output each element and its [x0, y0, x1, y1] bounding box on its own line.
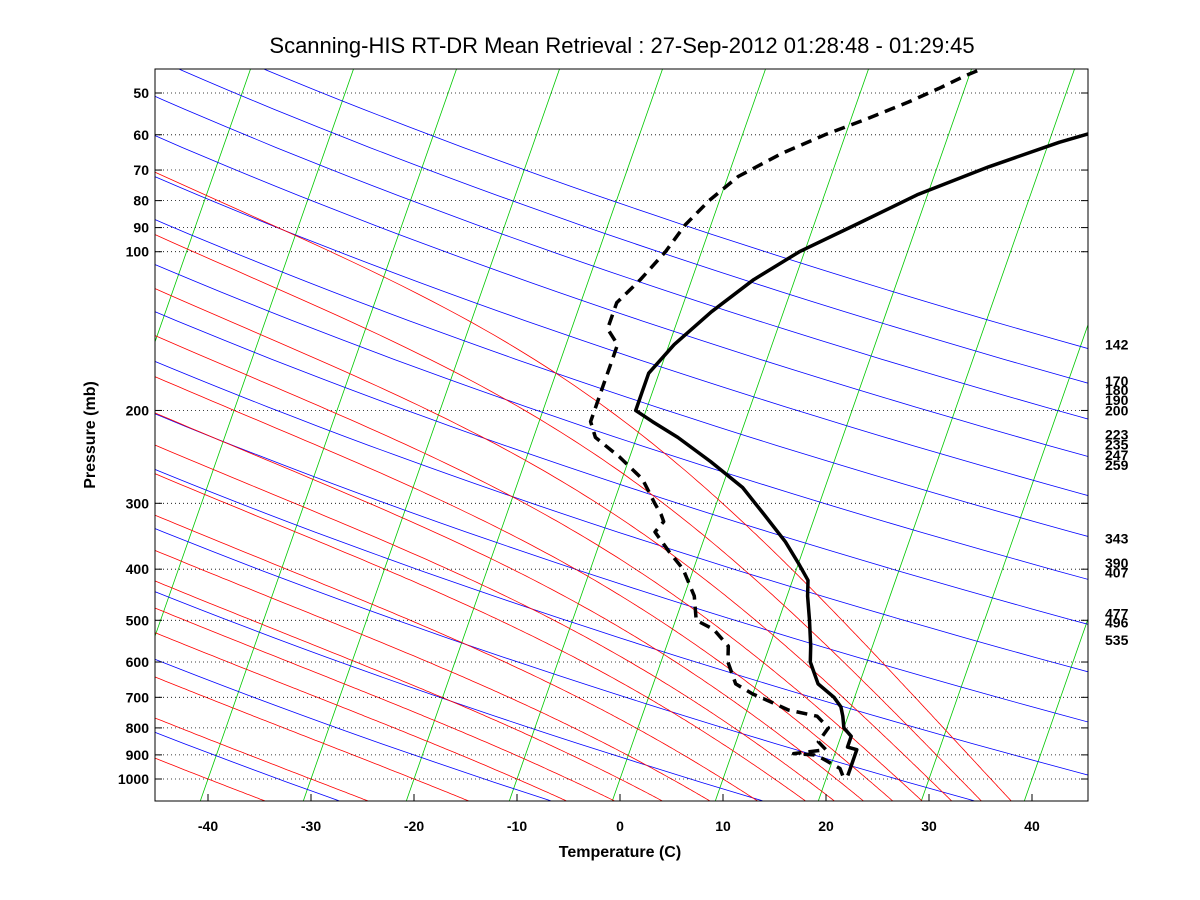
isotherm-14: [611, 69, 869, 801]
dry-adiabat-11: [155, 176, 1088, 496]
dry-adiabat-15: [262, 69, 1088, 350]
moist-adiabat-2: [155, 676, 470, 801]
x-axis-ticks: -40 -30 -20 -10 0 10 20 30 40: [198, 794, 1040, 834]
right-level-label-535: 535: [1105, 632, 1129, 648]
x-tick-label-40: 40: [1024, 818, 1040, 834]
x-tick-label-30: 30: [921, 818, 937, 834]
x-tick-label--40: -40: [198, 818, 218, 834]
moist-adiabat-4: [155, 607, 616, 801]
y-axis-ticks: 50 60 70 80 90 100 200 300 400 500 600 700 800 900 100…: [118, 85, 1088, 787]
moist-adiabat-12: [155, 335, 923, 801]
right-level-label-223: 223: [1105, 426, 1129, 442]
y-tick-label-60: 60: [133, 127, 149, 143]
temperature-line: [633, 132, 1088, 777]
dry-adiabat-7: [155, 361, 1088, 673]
dry-adiabat-4: [155, 528, 977, 801]
y-tick-label-300: 300: [126, 495, 150, 511]
dry-adiabat-10: [155, 219, 1088, 537]
y-tick-label-500: 500: [126, 612, 150, 628]
y-tick-label-900: 900: [126, 747, 150, 763]
dry-adiabat-14: [177, 69, 1088, 384]
isotherm-10: [199, 69, 457, 801]
dry-adiabat-3: [155, 591, 765, 801]
plot-frame: [154, 68, 1089, 802]
y-axis-label: Pressure (mb): [82, 381, 99, 489]
dry-adiabat-9: [155, 264, 1088, 580]
x-tick-label-20: 20: [818, 818, 834, 834]
right-level-label-259: 259: [1105, 457, 1129, 473]
y-tick-label-80: 80: [133, 193, 149, 209]
y-tick-label-200: 200: [126, 402, 150, 418]
x-tick-label--30: -30: [301, 818, 321, 834]
right-level-label-190: 190: [1105, 392, 1129, 408]
isotherm-15: [714, 69, 972, 801]
moist-adiabat-11: [155, 376, 894, 801]
y-tick-label-90: 90: [133, 220, 149, 236]
right-level-label-477: 477: [1105, 605, 1129, 621]
y-tick-label-70: 70: [133, 162, 149, 178]
moist-adiabat-3: [155, 632, 568, 801]
right-level-label-180: 180: [1105, 382, 1129, 398]
y-tick-label-600: 600: [126, 654, 150, 670]
dry-adiabat-6: [155, 413, 1088, 723]
moist-adiabat-9: [155, 444, 836, 801]
y-tick-label-400: 400: [126, 561, 150, 577]
dry-adiabat-2: [155, 658, 553, 801]
y-tick-label-800: 800: [126, 720, 150, 736]
moist-adiabat-5: [155, 580, 664, 801]
plot-area: [154, 68, 1089, 802]
x-tick-label-10: 10: [715, 818, 731, 834]
x-tick-label--20: -20: [404, 818, 424, 834]
y-tick-label-1000: 1000: [118, 771, 149, 787]
x-axis-label: Temperature (C): [559, 844, 681, 861]
right-level-label-200: 200: [1105, 403, 1129, 419]
right-level-label-407: 407: [1105, 565, 1129, 581]
isotherm-18: [1023, 617, 1088, 801]
moist-adiabat-15: [155, 171, 1012, 801]
right-level-label-247: 247: [1105, 447, 1129, 463]
x-tick-label--10: -10: [507, 818, 527, 834]
dewpoint-line: [588, 69, 983, 777]
y-tick-label-100: 100: [126, 244, 150, 260]
isotherm-17: [920, 323, 1088, 801]
right-level-label-496: 496: [1105, 615, 1129, 631]
right-level-label-390: 390: [1105, 555, 1129, 571]
moist-adiabat-10: [155, 412, 865, 801]
dry-adiabat-12: [155, 135, 1088, 457]
right-level-label-343: 343: [1105, 531, 1129, 547]
moist-adiabat-1: [155, 717, 370, 801]
x-tick-label-0: 0: [616, 818, 624, 834]
background-lines: [155, 69, 1088, 801]
isotherm-13: [508, 69, 766, 801]
moist-adiabat-13: [155, 288, 953, 801]
moist-adiabat-0: [155, 757, 267, 801]
right-level-label-170: 170: [1105, 373, 1129, 389]
dry-adiabat-13: [155, 95, 1088, 420]
moist-adiabat-7: [155, 514, 759, 801]
dry-adiabat-8: [155, 311, 1088, 625]
moist-adiabat-14: [155, 234, 983, 801]
moist-adiabat-8: [155, 473, 807, 801]
y-tick-label-50: 50: [133, 85, 149, 101]
y-tick-label-700: 700: [126, 689, 150, 705]
sounding-series: [588, 69, 1088, 777]
chart-title: Scanning-HIS RT-DR Mean Retrieval : 27-S…: [269, 33, 974, 58]
right-level-label-142: 142: [1105, 337, 1129, 353]
right-level-label-235: 235: [1105, 436, 1129, 452]
isotherm-9: [155, 69, 354, 638]
moist-adiabat-6: [155, 550, 711, 801]
dry-adiabat-5: [155, 469, 1088, 776]
